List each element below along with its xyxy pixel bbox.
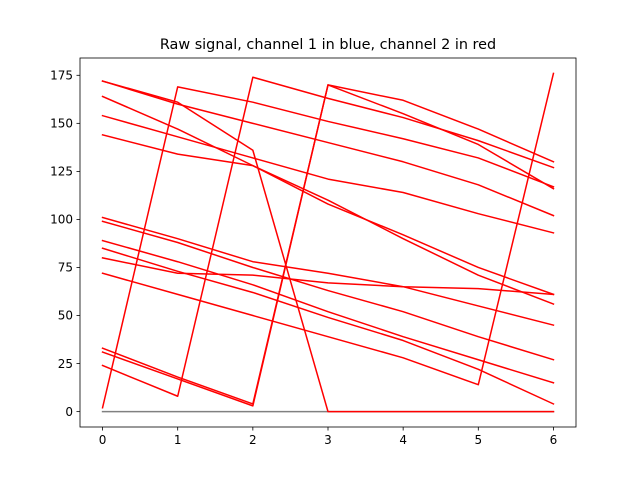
series-line-9 <box>101 256 555 296</box>
x-tick-label: 6 <box>550 433 558 447</box>
series-line-12 <box>101 84 555 407</box>
series-line-2 <box>101 114 555 234</box>
series-line-7 <box>101 239 555 384</box>
axes-layer: 0 1 2 3 4 5 6 0 25 50 75 100 125 150 175 <box>50 57 577 447</box>
x-tick-label: 5 <box>474 433 482 447</box>
series-line-13 <box>101 76 555 397</box>
x-tick-label: 0 <box>99 433 107 447</box>
series-line-15 <box>101 80 555 413</box>
series-line-6 <box>101 220 555 361</box>
series-line-5 <box>101 216 555 327</box>
series-line-1 <box>101 80 555 217</box>
y-tick-label: 175 <box>50 68 73 82</box>
series-line-10 <box>101 72 555 386</box>
x-tick-label: 4 <box>399 433 407 447</box>
series-line-14 <box>101 86 555 409</box>
y-tick-label: 125 <box>50 165 73 179</box>
series-line-8 <box>101 247 555 405</box>
series-layer <box>101 72 555 413</box>
y-tick-label: 50 <box>58 309 73 323</box>
y-tick-label: 100 <box>50 213 73 227</box>
series-line-3 <box>101 133 555 296</box>
x-tick-label: 3 <box>324 433 332 447</box>
plot-frame <box>79 57 577 428</box>
y-tick-label: 150 <box>50 117 73 131</box>
y-tick-label: 25 <box>58 357 73 371</box>
y-tick-label: 75 <box>58 261 73 275</box>
y-tick-label: 0 <box>65 405 73 419</box>
x-tick-label: 1 <box>174 433 182 447</box>
series-line-4 <box>101 95 555 305</box>
x-tick-label: 2 <box>249 433 257 447</box>
chart-title: Raw signal, channel 1 in blue, channel 2… <box>160 37 496 53</box>
